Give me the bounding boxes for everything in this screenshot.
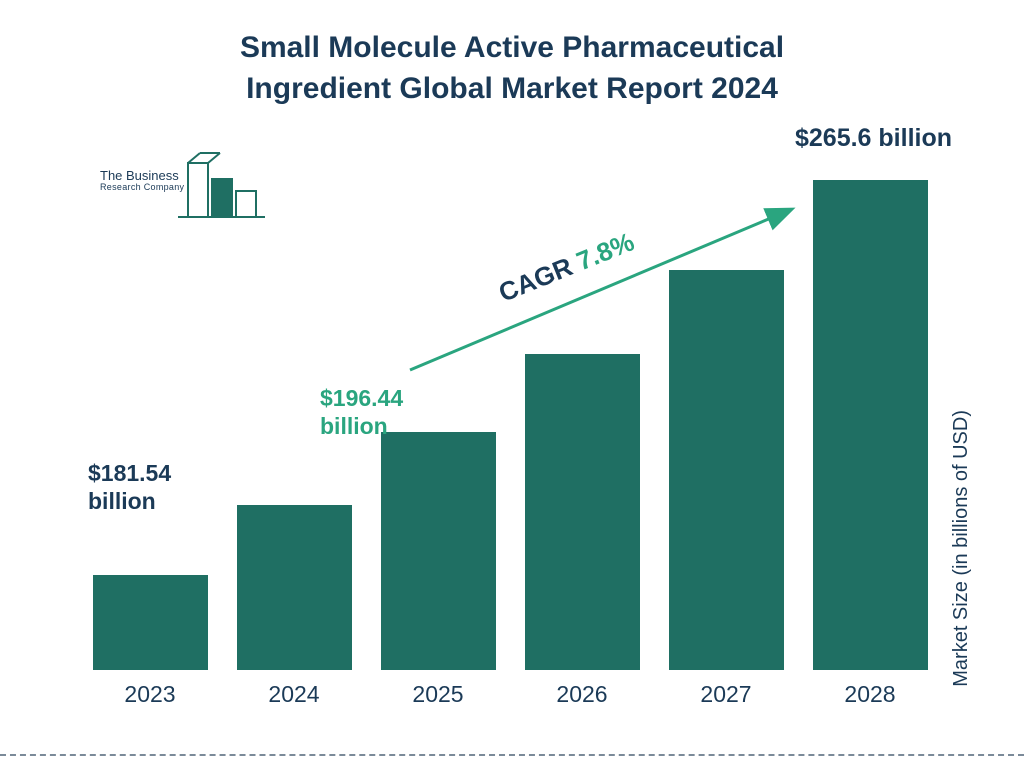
bar-wrap: 2023 (90, 575, 210, 670)
x-axis-tick-label: 2023 (90, 681, 210, 708)
x-axis-tick-label: 2024 (234, 681, 354, 708)
value-label: $196.44 billion (320, 385, 403, 440)
bars-container: 2023 20242025202620272028 (80, 150, 940, 670)
bar (813, 180, 928, 670)
bar (669, 270, 784, 670)
bar-wrap: 2027 (666, 270, 786, 670)
bar (381, 432, 496, 670)
x-axis-tick-label: 2028 (810, 681, 930, 708)
bar-wrap: 2028 (810, 180, 930, 670)
x-axis-tick-label: 2026 (522, 681, 642, 708)
bar-wrap: 2026 (522, 354, 642, 670)
value-label: $265.6 billion (795, 123, 952, 153)
bottom-dashed-divider (0, 754, 1024, 756)
chart-area: 202320242025202620272028 Market Size (in… (80, 150, 940, 710)
bar-wrap: 2024 (234, 505, 354, 670)
bar (237, 505, 352, 670)
bar (525, 354, 640, 670)
y-axis-label: Market Size (in billions of USD) (950, 410, 973, 687)
title-line2: Ingredient Global Market Report 2024 (246, 72, 778, 105)
value-label: $181.54 billion (88, 460, 171, 515)
bar-wrap: 2025 (378, 432, 498, 670)
x-axis-tick-label: 2027 (666, 681, 786, 708)
x-axis-tick-label: 2025 (378, 681, 498, 708)
title-line1: Small Molecule Active Pharmaceutical (240, 31, 784, 64)
chart-title: Small Molecule Active Pharmaceutical Ing… (0, 0, 1024, 109)
bar (93, 575, 208, 670)
